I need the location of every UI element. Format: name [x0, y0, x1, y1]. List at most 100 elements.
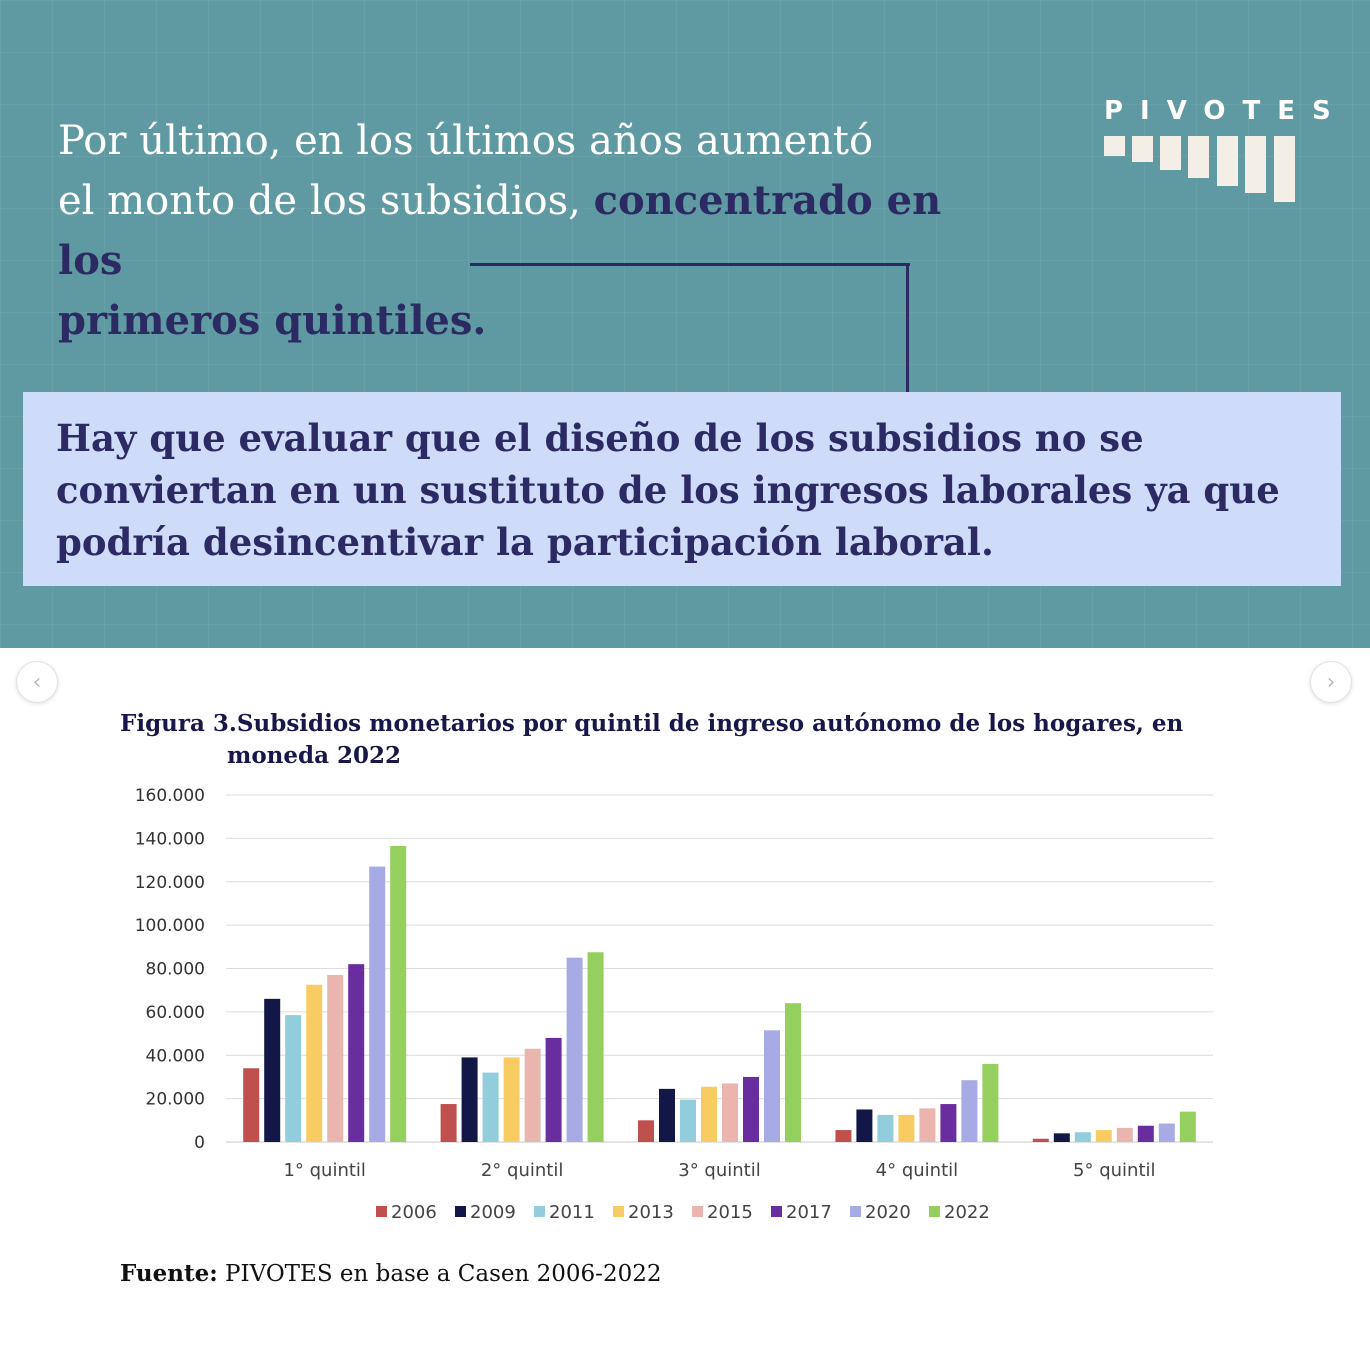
bar-2006-q1: [243, 1068, 260, 1142]
bar-2006-q2: [440, 1104, 457, 1142]
carousel-next-button[interactable]: ›: [1310, 661, 1352, 703]
headline-highlight-2: primeros quintiles.: [58, 297, 487, 344]
bar-2011-q2: [482, 1072, 499, 1142]
y-tick-label: 40.000: [146, 1046, 205, 1066]
bar-2015-q4: [919, 1108, 936, 1142]
bar-2009-q5: [1053, 1133, 1070, 1142]
y-tick-label: 20.000: [146, 1090, 205, 1110]
x-tick-label: 5° quintil: [1073, 1160, 1155, 1181]
headline-highlight-1: concentrado en los: [58, 177, 942, 284]
legend-swatch: [850, 1206, 861, 1217]
bar-2015-q2: [524, 1048, 541, 1142]
legend-swatch: [613, 1206, 624, 1217]
logo-bar-7: [1274, 136, 1295, 202]
x-tick-label: 1° quintil: [283, 1160, 365, 1181]
legend-swatch: [376, 1206, 387, 1217]
y-tick-label: 0: [194, 1133, 205, 1153]
logo-bar-2: [1132, 136, 1153, 162]
bar-2011-q4: [877, 1114, 894, 1142]
bar-2020-q2: [566, 957, 583, 1142]
legend-swatch: [692, 1206, 703, 1217]
y-tick-label: 100.000: [135, 916, 205, 936]
bar-2011-q5: [1074, 1132, 1091, 1142]
legend-label: 2020: [865, 1202, 911, 1223]
connector-line-vertical: [906, 263, 909, 393]
legend-label: 2011: [549, 1202, 595, 1223]
bar-2022-q5: [1179, 1111, 1196, 1142]
bar-2015-q1: [327, 975, 344, 1142]
bar-2013-q2: [503, 1057, 520, 1142]
bar-2022-q2: [587, 952, 604, 1142]
bar-2020-q1: [369, 866, 386, 1142]
legend-label: 2009: [470, 1202, 516, 1223]
bar-2022-q1: [390, 845, 407, 1142]
bar-2009-q4: [856, 1109, 873, 1142]
bar-2006-q4: [835, 1130, 852, 1142]
y-tick-label: 120.000: [135, 873, 205, 893]
source-label: Fuente:: [120, 1260, 218, 1287]
bar-2017-q3: [743, 1076, 759, 1142]
header-panel: Por último, en los últimos años aumentó …: [0, 0, 1370, 648]
logo-bar-1: [1104, 136, 1125, 156]
logo-text: PIVOTES: [1104, 96, 1348, 126]
bar-2017-q1: [348, 964, 365, 1142]
bar-2020-q4: [961, 1080, 978, 1142]
headline: Por último, en los últimos años aumentó …: [58, 112, 998, 351]
legend-label: 2022: [944, 1202, 990, 1223]
logo-bar-6: [1245, 136, 1266, 193]
logo-bar-5: [1217, 136, 1238, 186]
logo-bar-3: [1160, 136, 1181, 170]
carousel-prev-button[interactable]: ‹: [16, 661, 58, 703]
figure-title-line2: moneda 2022: [227, 742, 402, 769]
headline-line1: Por último, en los últimos años aumentó: [58, 118, 874, 164]
callout-text: Hay que evaluar que el diseño de los sub…: [56, 416, 1280, 564]
bar-2017-q5: [1137, 1125, 1154, 1142]
legend-label: 2006: [391, 1202, 437, 1223]
bar-chart: 0 20.000 40.000 60.000 80.000 100.000 120.000 1…: [135, 786, 1213, 1223]
bar-2009-q2: [461, 1057, 478, 1142]
bar-2013-q3: [701, 1086, 717, 1142]
y-tick-label: 140.000: [135, 829, 205, 849]
bar-2022-q3: [785, 1003, 801, 1142]
bar-2022-q4: [982, 1063, 999, 1142]
y-tick-label: 160.000: [135, 786, 205, 806]
bar-2009-q1: [264, 998, 281, 1142]
source-text: PIVOTES en base a Casen 2006-2022: [217, 1261, 662, 1287]
legend-swatch: [534, 1206, 545, 1217]
x-tick-label: 3° quintil: [678, 1160, 760, 1181]
y-tick-label: 60.000: [146, 1003, 205, 1023]
bar-2006-q3: [638, 1120, 654, 1142]
logo-bar-4: [1188, 136, 1209, 178]
x-tick-label: 4° quintil: [876, 1160, 958, 1181]
bar-2013-q4: [898, 1114, 915, 1142]
legend-label: 2017: [786, 1202, 832, 1223]
bar-2020-q5: [1158, 1123, 1175, 1142]
bar-2017-q4: [940, 1104, 957, 1142]
connector-line-horizontal: [470, 263, 910, 266]
headline-line2: el monto de los subsidios,: [58, 178, 581, 224]
figure-title: Figura 3.Subsidios monetarios por quinti…: [120, 708, 1220, 772]
bar-2020-q3: [764, 1030, 780, 1142]
pivotes-logo: PIVOTES: [1100, 96, 1331, 206]
bar-2015-q3: [722, 1083, 738, 1142]
legend-swatch: [455, 1206, 466, 1217]
bar-2013-q1: [306, 984, 323, 1142]
figure-title-line1: Figura 3.Subsidios monetarios por quinti…: [120, 710, 1184, 737]
bar-2013-q5: [1095, 1130, 1112, 1142]
bar-2009-q3: [659, 1088, 675, 1142]
bar-2015-q5: [1116, 1127, 1133, 1142]
bar-2011-q3: [680, 1099, 696, 1142]
legend-swatch: [929, 1206, 940, 1217]
legend-label: 2013: [628, 1202, 674, 1223]
figure-source: Fuente: PIVOTES en base a Casen 2006-202…: [120, 1260, 662, 1287]
chevron-left-icon: ‹: [32, 669, 42, 695]
y-tick-label: 80.000: [146, 960, 205, 980]
legend-swatch: [771, 1206, 782, 1217]
callout-box: Hay que evaluar que el diseño de los sub…: [23, 392, 1341, 586]
bar-2011-q1: [285, 1015, 302, 1142]
bar-2017-q2: [545, 1037, 562, 1142]
chevron-right-icon: ›: [1326, 669, 1336, 695]
x-tick-label: 2° quintil: [481, 1160, 563, 1181]
legend-label: 2015: [707, 1202, 753, 1223]
bar-2006-q5: [1032, 1138, 1049, 1142]
